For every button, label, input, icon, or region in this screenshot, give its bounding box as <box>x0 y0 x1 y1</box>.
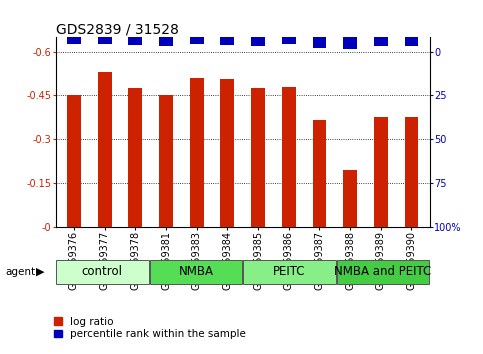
Bar <box>374 117 388 227</box>
FancyBboxPatch shape <box>56 260 148 284</box>
Bar <box>128 88 142 227</box>
Bar <box>374 37 388 46</box>
Bar <box>343 37 357 50</box>
Bar <box>251 88 265 227</box>
Bar <box>220 79 234 227</box>
Text: control: control <box>82 265 123 278</box>
Text: ▶: ▶ <box>36 267 45 277</box>
Text: PEITC: PEITC <box>273 265 306 278</box>
Bar <box>128 37 142 45</box>
FancyBboxPatch shape <box>243 260 336 284</box>
Bar <box>405 117 418 227</box>
Bar <box>98 72 112 227</box>
Bar <box>343 170 357 227</box>
Bar <box>190 37 204 44</box>
Bar <box>282 37 296 44</box>
Bar <box>67 37 81 44</box>
Bar <box>251 37 265 46</box>
Text: GDS2839 / 31528: GDS2839 / 31528 <box>56 22 178 36</box>
Bar <box>190 78 204 227</box>
Bar <box>313 120 327 227</box>
Bar <box>282 87 296 227</box>
Bar <box>98 37 112 44</box>
Bar <box>405 37 418 46</box>
Legend: log ratio, percentile rank within the sample: log ratio, percentile rank within the sa… <box>54 317 246 339</box>
Text: NMBA and PEITC: NMBA and PEITC <box>334 265 432 278</box>
Text: NMBA: NMBA <box>178 265 213 278</box>
Text: agent: agent <box>6 267 36 277</box>
Bar <box>313 37 327 47</box>
FancyBboxPatch shape <box>337 260 429 284</box>
Bar <box>159 37 173 46</box>
Bar <box>220 37 234 45</box>
Bar <box>159 96 173 227</box>
FancyBboxPatch shape <box>150 260 242 284</box>
Bar <box>67 96 81 227</box>
